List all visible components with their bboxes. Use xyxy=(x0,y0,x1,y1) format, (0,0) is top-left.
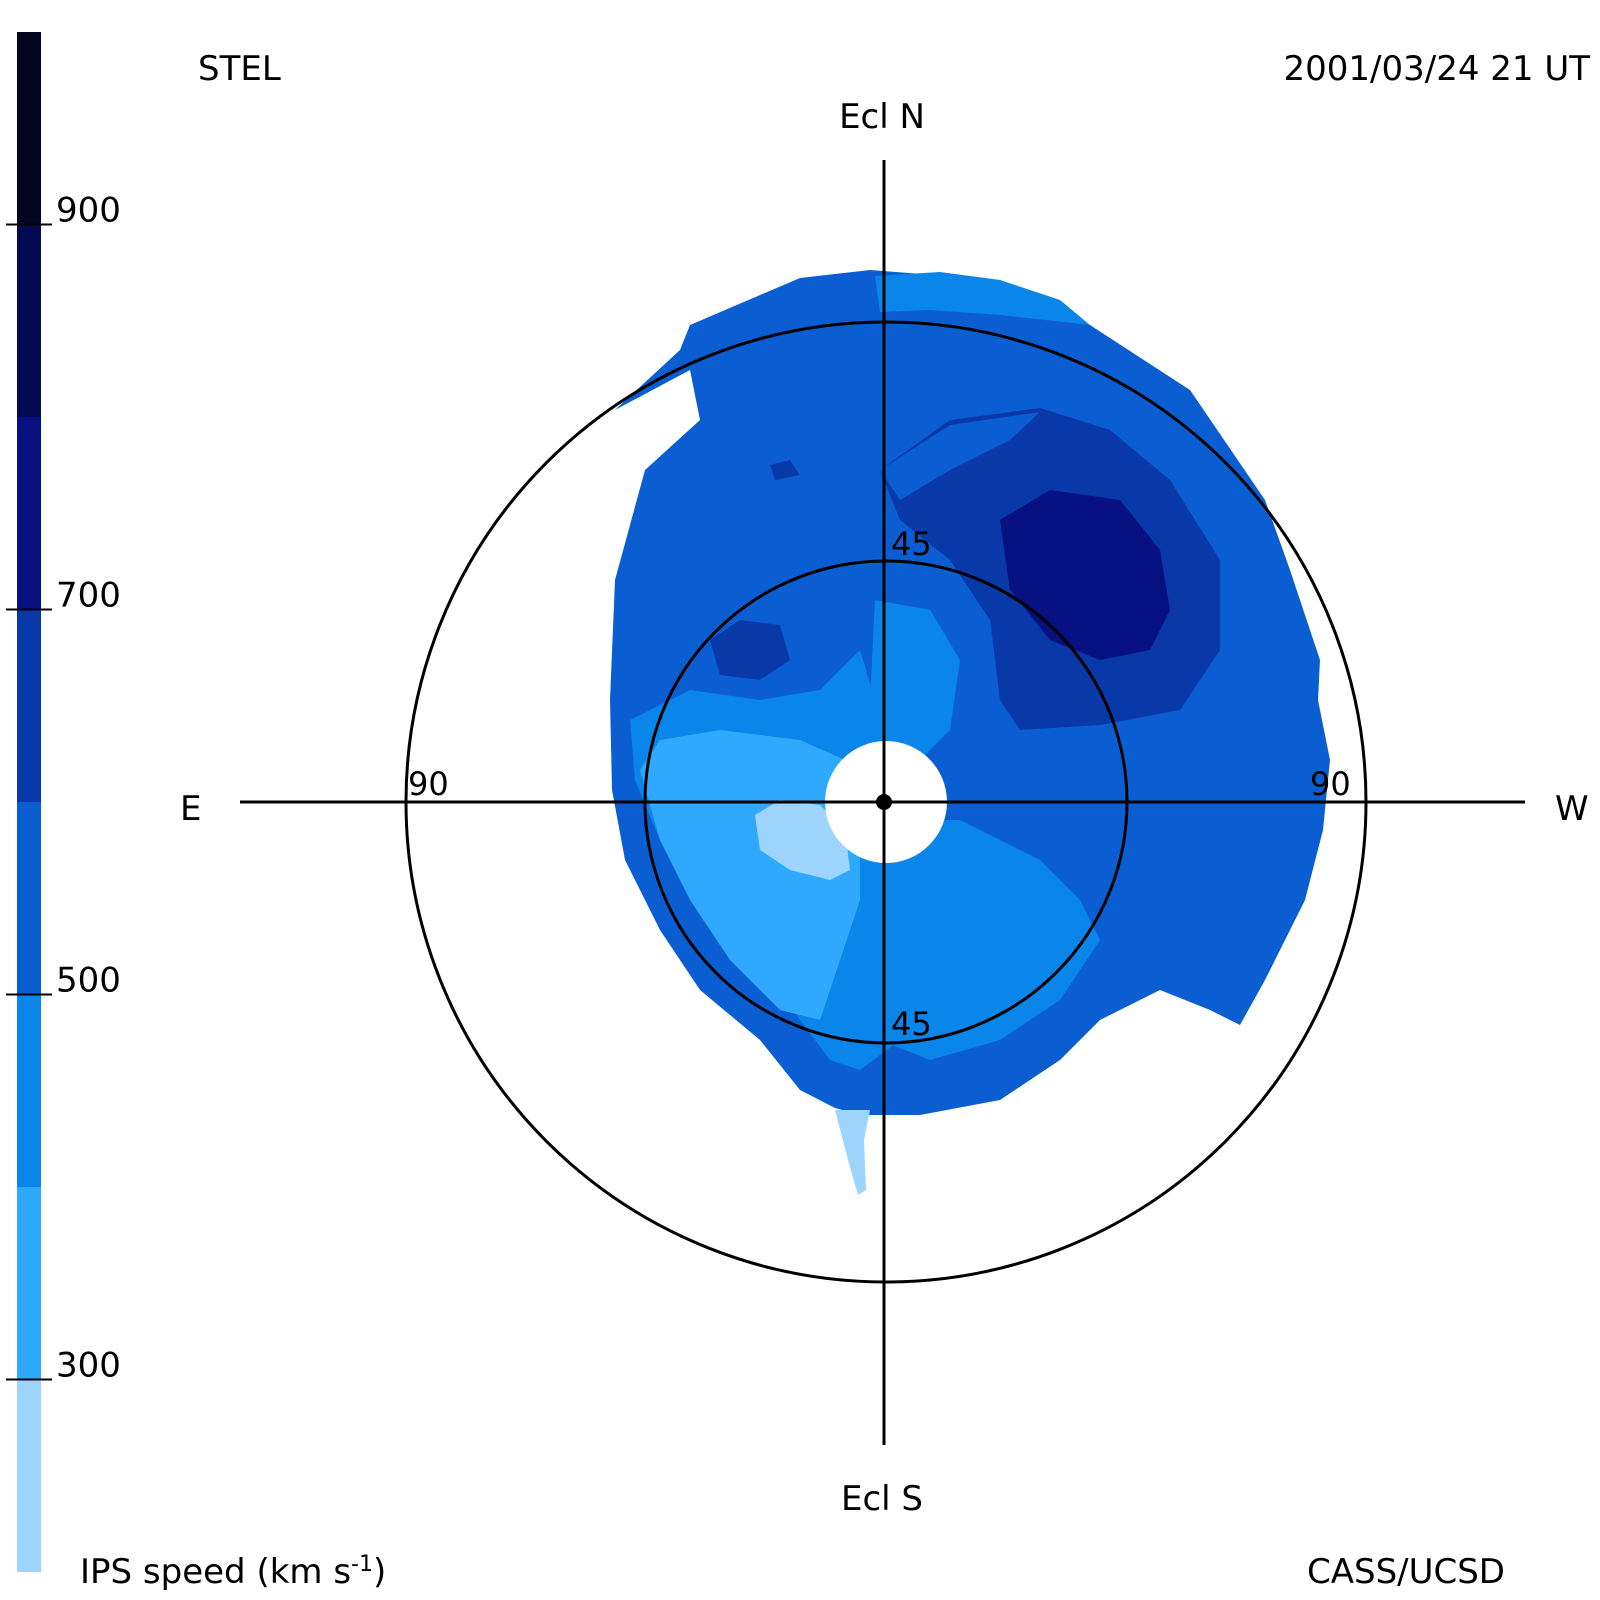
colorbar-tick-label-700: 700 xyxy=(56,576,121,616)
colorbar-band-400-500 xyxy=(17,994,41,1187)
axis-label-west: W xyxy=(1555,789,1589,829)
colorbar-tick-label-300: 300 xyxy=(56,1346,121,1386)
ring-label-90-right: 90 xyxy=(1310,765,1351,803)
colorbar-tick-label-500: 500 xyxy=(56,961,121,1001)
colorbar-band-800-900 xyxy=(17,224,41,417)
station-label: STEL xyxy=(198,49,281,89)
ring-label-45-top: 45 xyxy=(891,525,932,563)
ring-label-90-left: 90 xyxy=(408,765,449,803)
colorbar-band-600-700 xyxy=(17,609,41,802)
colorbar-band-200-300 xyxy=(17,1379,41,1572)
colorbar-title-main: IPS speed (km s xyxy=(80,1552,351,1592)
region-north-east-speck xyxy=(770,460,800,480)
colorbar-title: IPS speed (km s-1) xyxy=(80,1552,386,1592)
colorbar-title-close: ) xyxy=(373,1552,386,1592)
timestamp-label: 2001/03/24 21 UT xyxy=(1284,49,1591,89)
colorbar-title-superscript: -1 xyxy=(351,1552,373,1577)
region-north-west-fringe xyxy=(880,412,1040,500)
sun-center-dot xyxy=(876,794,892,810)
axis-label-south: Ecl S xyxy=(841,1479,923,1519)
axis-label-north: Ecl N xyxy=(839,97,925,137)
region-north-east-pocket xyxy=(710,620,790,680)
colorbar-band-500-600 xyxy=(17,802,41,995)
axis-label-east: E xyxy=(180,789,201,829)
colorbar-band-300-400 xyxy=(17,1187,41,1380)
colorbar-ticks: 900 700 500 300 xyxy=(6,191,121,1386)
ring-label-45-bottom: 45 xyxy=(891,1005,932,1043)
region-south-east-core xyxy=(755,800,850,880)
colorbar xyxy=(17,32,41,1572)
speed-map xyxy=(610,270,1330,1195)
credit-label: CASS/UCSD xyxy=(1307,1552,1505,1592)
region-south-west xyxy=(875,820,1100,1060)
colorbar-band-700-800 xyxy=(17,417,41,610)
region-north-center xyxy=(870,600,960,760)
colorbar-tick-label-900: 900 xyxy=(56,191,121,231)
colorbar-band-900-1000 xyxy=(17,32,41,225)
region-north-cap xyxy=(875,272,1090,325)
region-south-tail xyxy=(835,1110,870,1195)
